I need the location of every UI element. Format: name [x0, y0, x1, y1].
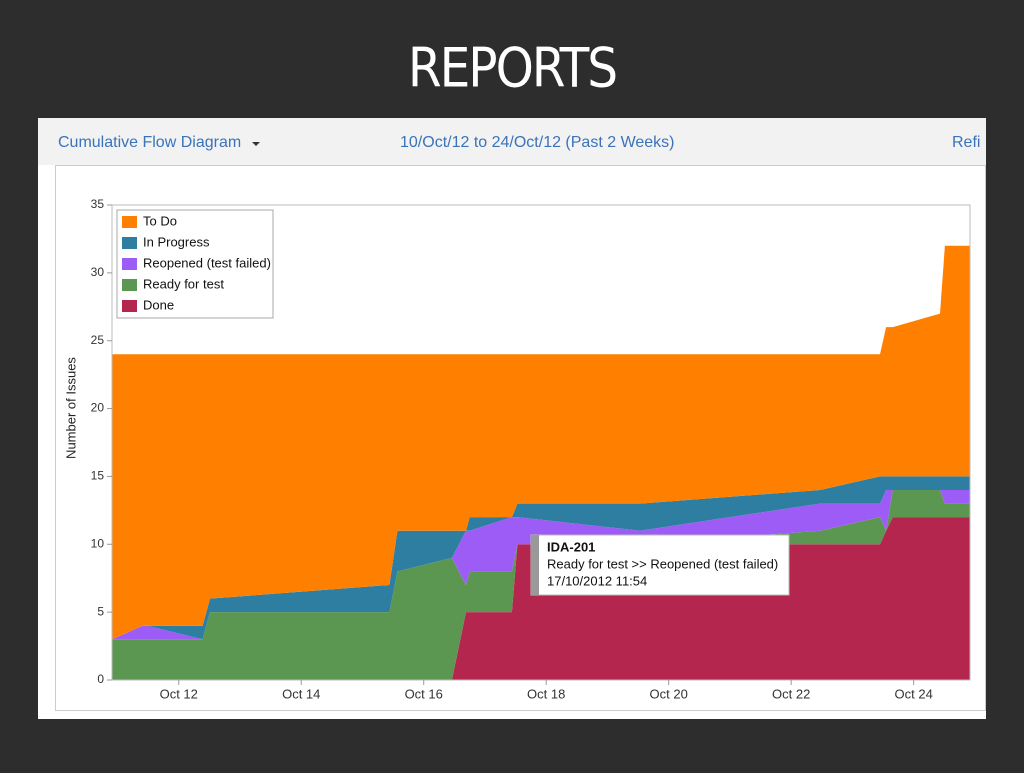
legend-label: To Do [143, 213, 177, 228]
y-tick-label: 15 [91, 469, 105, 483]
y-tick-label: 35 [91, 197, 105, 211]
legend-label: Ready for test [143, 276, 224, 291]
y-tick-label: 5 [97, 604, 104, 618]
legend-swatch [122, 216, 137, 228]
y-tick-label: 20 [91, 401, 105, 415]
x-tick-label: Oct 22 [772, 686, 810, 701]
legend-box [116, 209, 274, 319]
x-tick-label: Oct 12 [160, 686, 198, 701]
tooltip: IDA-201 Ready for test >> Reopened (test… [530, 534, 790, 596]
legend-swatch [122, 237, 137, 249]
x-tick-label: Oct 24 [895, 686, 933, 701]
y-tick-label: 0 [97, 672, 104, 686]
y-tick-label: 30 [91, 265, 105, 279]
tooltip-transition: Ready for test >> Reopened (test failed) [547, 556, 778, 571]
legend-label: In Progress [143, 234, 210, 249]
slide-title: REPORTS [408, 37, 616, 100]
report-name[interactable]: Cumulative Flow Diagram [58, 134, 241, 151]
date-range[interactable]: 10/Oct/12 to 24/Oct/12 (Past 2 Weeks) [400, 134, 675, 151]
y-axis-label: Number of Issues [63, 357, 78, 459]
y-tick-label: 25 [91, 333, 105, 347]
plot-border [111, 204, 971, 681]
y-tick-label: 10 [91, 536, 105, 550]
area [112, 476, 970, 640]
legend-label: Done [143, 297, 174, 312]
legend-label: Reopened (test failed) [143, 255, 271, 270]
legend-swatch [122, 279, 137, 291]
tooltip-issue: IDA-201 [547, 539, 595, 554]
x-tick-label: Oct 20 [650, 686, 688, 701]
legend-swatch [122, 300, 137, 312]
header-bar [38, 118, 986, 165]
tooltip-bar [531, 535, 539, 595]
tooltip-time: 17/10/2012 11:54 [547, 573, 647, 588]
area [112, 245, 970, 640]
x-tick-label: Oct 16 [405, 686, 443, 701]
x-tick-label: Oct 18 [527, 686, 565, 701]
dropdown-arrow[interactable] [252, 142, 260, 146]
refresh-link[interactable]: Refi [952, 134, 980, 151]
tooltip-box [530, 534, 790, 596]
x-tick-label: Oct 14 [282, 686, 320, 701]
area [112, 490, 970, 640]
legend-swatch [122, 258, 137, 270]
